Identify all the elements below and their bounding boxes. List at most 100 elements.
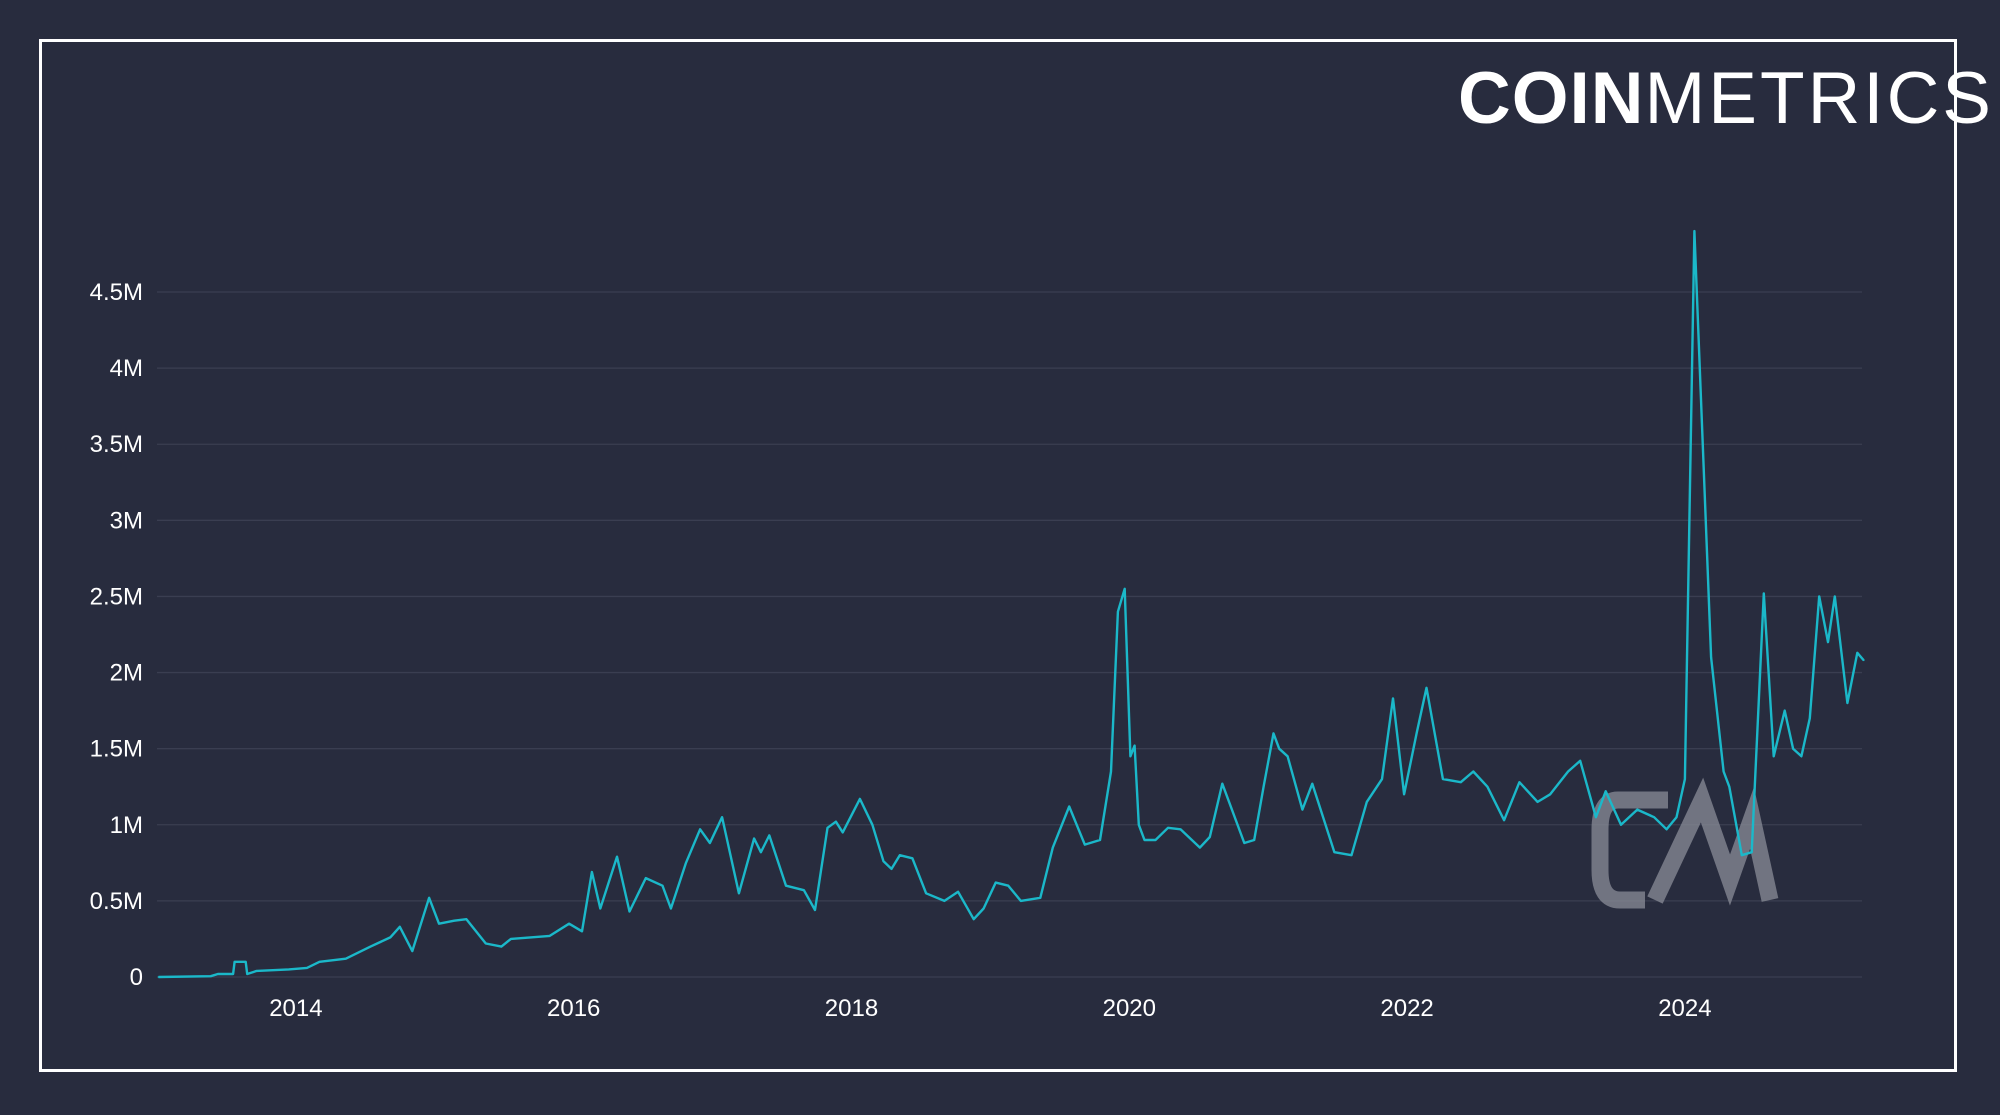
data-point	[500, 945, 503, 948]
data-point	[670, 907, 672, 910]
y-tick-label: 2M	[110, 660, 143, 687]
data-point	[157, 976, 160, 978]
data-point	[709, 842, 711, 844]
y-tick-label: 0	[130, 964, 143, 991]
data-point	[661, 884, 664, 887]
data-point	[841, 831, 844, 834]
y-tick-label: 1M	[110, 812, 143, 839]
data-point	[768, 834, 771, 837]
data-point	[369, 945, 372, 948]
data-point	[685, 862, 687, 864]
data-point	[1365, 801, 1368, 803]
chart-frame	[39, 39, 1957, 1072]
data-point	[232, 973, 234, 975]
data-point	[699, 828, 701, 831]
data-point	[1604, 790, 1607, 793]
data-point	[233, 960, 236, 963]
data-point	[1052, 846, 1054, 849]
data-point	[1675, 816, 1678, 818]
data-point	[1536, 801, 1539, 803]
data-point	[1243, 842, 1246, 844]
data-point	[1846, 702, 1849, 704]
data-point	[1278, 747, 1281, 750]
data-point	[1083, 843, 1086, 846]
data-point	[1772, 755, 1775, 758]
data-point	[1311, 782, 1314, 785]
data-point	[1750, 851, 1753, 853]
x-tick-label: 2020	[1103, 995, 1156, 1022]
data-point	[803, 889, 805, 892]
data-point	[1403, 793, 1405, 796]
data-point	[1110, 770, 1112, 773]
data-point	[1123, 588, 1126, 590]
data-point	[1286, 755, 1289, 758]
data-point	[982, 907, 985, 910]
data-point	[1272, 732, 1275, 735]
watermark-m	[1647, 777, 1779, 906]
data-point	[645, 877, 647, 879]
data-point	[1392, 697, 1394, 700]
data-point	[1653, 816, 1655, 818]
y-tick-label: 0.5M	[90, 888, 143, 915]
data-point	[890, 868, 893, 870]
data-point	[1143, 839, 1146, 841]
data-point	[484, 942, 487, 945]
data-point	[306, 967, 308, 969]
data-point	[994, 881, 997, 884]
data-point	[1783, 709, 1786, 712]
data-point	[1301, 808, 1304, 811]
data-point	[465, 918, 468, 920]
logo-light-text: METRICS	[1644, 58, 1994, 139]
data-point	[957, 890, 959, 893]
logo-bold-text: COIN	[1458, 58, 1645, 139]
data-point	[760, 851, 762, 853]
data-point	[1068, 805, 1070, 808]
y-tick-label: 2.5M	[90, 583, 143, 610]
data-point	[1262, 785, 1265, 788]
data-point	[1129, 755, 1132, 758]
data-point	[721, 816, 723, 818]
data-point	[1620, 823, 1622, 826]
data-point	[1792, 747, 1794, 750]
data-point	[859, 798, 861, 800]
data-point	[871, 823, 874, 826]
data-point	[925, 892, 927, 895]
data-point	[581, 930, 583, 933]
data-point	[1808, 717, 1811, 720]
data-point	[1253, 839, 1255, 841]
data-point	[1722, 770, 1725, 773]
data-point	[899, 854, 901, 857]
data-point	[1862, 659, 1865, 662]
data-points	[157, 230, 1865, 978]
data-point	[1167, 827, 1169, 829]
data-point	[753, 837, 755, 840]
data-point	[785, 884, 787, 887]
data-point	[1595, 816, 1597, 818]
data-point	[1549, 793, 1551, 796]
gridlines	[157, 291, 1862, 978]
data-point	[1503, 819, 1505, 822]
data-point	[255, 970, 258, 972]
data-point	[826, 827, 829, 829]
data-point	[1350, 854, 1353, 857]
data-point	[1710, 656, 1712, 659]
data-point	[344, 957, 347, 960]
data-point	[1472, 770, 1475, 773]
data-point	[1763, 592, 1765, 595]
data-point	[217, 973, 219, 975]
data-point	[246, 973, 248, 975]
y-tick-label: 4.5M	[90, 279, 143, 306]
data-point	[1665, 828, 1668, 831]
data-point	[1099, 839, 1101, 841]
data-point	[287, 968, 290, 971]
data-point	[389, 936, 392, 939]
data-point	[835, 820, 837, 823]
data-point	[616, 855, 618, 858]
data-point	[1020, 900, 1022, 902]
coinmetrics-logo: COINMETRICS	[1458, 62, 1994, 135]
data-point	[510, 938, 512, 940]
data-point	[1800, 755, 1803, 758]
data-point	[628, 910, 631, 913]
data-point	[548, 935, 551, 937]
